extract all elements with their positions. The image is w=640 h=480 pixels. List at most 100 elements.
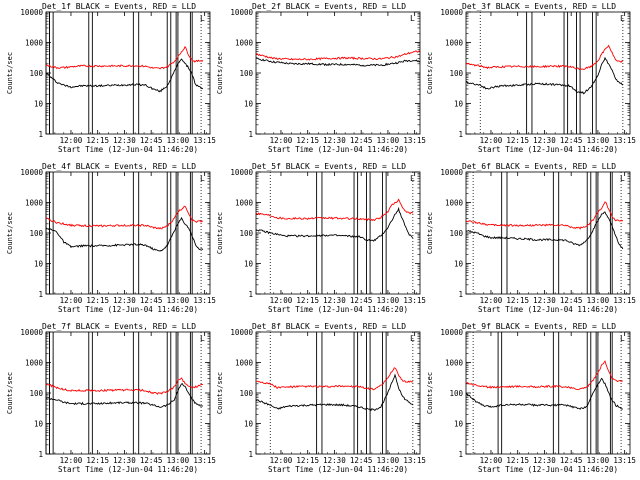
x-tick-label: 12:45 (560, 296, 583, 305)
y-tick-label: 1 (248, 130, 253, 139)
y-tick-label: 1 (38, 290, 43, 299)
y-axis-label: Counts/sec (426, 52, 434, 94)
panel-title: Det_6f BLACK = Events, RED = LLD (462, 162, 616, 171)
detector-panel-7: Det_7f BLACK = Events, RED = LLD 1 10 100 10… (6, 322, 216, 474)
x-tick-label: 13:15 (193, 296, 216, 305)
x-tick-label: 12:30 (533, 296, 556, 305)
y-tick-label: 10 (34, 420, 44, 429)
detector-panel-5: Det_5f BLACK = Events, RED = LLD 1 10 100 10… (216, 162, 426, 314)
corner-annotation: L (620, 174, 625, 183)
x-tick-label: 13:00 (377, 296, 400, 305)
series-lld-line (45, 205, 204, 230)
detector-panel-9: Det_9f BLACK = Events, RED = LLD 1 10 100 10… (426, 322, 636, 474)
y-tick-label: 10000 (20, 328, 43, 337)
x-axis-label: Start Time (12-Jun-04 11:46:20) (58, 305, 198, 314)
y-tick-label: 1 (248, 450, 253, 459)
x-axis-label: Start Time (12-Jun-04 11:46:20) (268, 465, 408, 474)
series-lld-line (255, 198, 414, 222)
y-tick-label: 10000 (230, 168, 253, 177)
x-tick-label: 13:15 (403, 136, 426, 145)
y-tick-label: 100 (449, 69, 463, 78)
series-lld-line (466, 360, 623, 391)
series-events-line (45, 216, 204, 252)
y-tick-label: 100 (29, 229, 43, 238)
x-tick-label: 12:00 (60, 136, 83, 145)
series-events-line (465, 377, 623, 410)
y-axis-label: Counts/sec (426, 372, 434, 414)
series-events-line (45, 58, 204, 93)
y-tick-label: 1 (248, 290, 253, 299)
x-tick-label: 12:45 (140, 136, 163, 145)
y-tick-label: 100 (239, 69, 253, 78)
plot-frame (45, 11, 211, 135)
y-tick-label: 10000 (20, 8, 43, 17)
x-tick-label: 12:45 (140, 296, 163, 305)
y-tick-label: 1000 (445, 199, 464, 208)
x-tick-label: 12:15 (296, 296, 319, 305)
x-tick-label: 12:45 (350, 456, 373, 465)
x-tick-label: 13:15 (193, 456, 216, 465)
series-events-line (465, 211, 624, 250)
x-tick-label: 12:15 (86, 136, 109, 145)
panel-title: Det_2f BLACK = Events, RED = LLD (252, 2, 406, 11)
y-tick-label: 100 (239, 229, 253, 238)
plot-frame (465, 331, 631, 455)
y-tick-label: 10000 (440, 168, 463, 177)
x-axis-label: Start Time (12-Jun-04 11:46:20) (58, 145, 198, 154)
x-tick-label: 12:15 (506, 456, 529, 465)
x-tick-label: 13:00 (167, 296, 190, 305)
panel-title: Det_7f BLACK = Events, RED = LLD (42, 322, 196, 331)
x-tick-label: 13:15 (403, 456, 426, 465)
series-lld-line (45, 377, 203, 395)
series-lld-line (465, 201, 624, 230)
y-tick-label: 1000 (235, 39, 254, 48)
x-tick-label: 13:15 (613, 296, 636, 305)
corner-annotation: L (620, 334, 625, 343)
x-tick-label: 12:30 (323, 296, 346, 305)
y-tick-label: 100 (29, 69, 43, 78)
x-tick-label: 12:15 (296, 456, 319, 465)
x-axis-label: Start Time (12-Jun-04 11:46:20) (478, 465, 618, 474)
x-tick-label: 13:00 (587, 136, 610, 145)
corner-annotation: L (410, 334, 415, 343)
y-tick-label: 10 (34, 100, 44, 109)
x-tick-label: 13:00 (377, 456, 400, 465)
series-events-line (255, 373, 414, 412)
y-tick-label: 1000 (445, 359, 464, 368)
corner-annotation: L (620, 14, 625, 23)
panel-title: Det_8f BLACK = Events, RED = LLD (252, 322, 406, 331)
corner-annotation: L (200, 14, 205, 23)
x-tick-label: 13:00 (167, 136, 190, 145)
panel-title: Det_3f BLACK = Events, RED = LLD (462, 2, 616, 11)
y-tick-label: 10000 (20, 168, 43, 177)
x-axis-label: Start Time (12-Jun-04 11:46:20) (58, 465, 198, 474)
x-tick-label: 12:30 (323, 456, 346, 465)
x-tick-label: 13:00 (587, 456, 610, 465)
y-tick-label: 10 (454, 100, 464, 109)
x-tick-label: 12:15 (86, 296, 109, 305)
x-tick-label: 12:00 (480, 296, 503, 305)
y-axis-label: Counts/sec (6, 52, 14, 94)
series-events-line (45, 383, 204, 408)
y-tick-label: 10000 (230, 8, 253, 17)
detector-panel-3: Det_3f BLACK = Events, RED = LLD 1 10 100 10… (426, 2, 636, 154)
panel-title: Det_9f BLACK = Events, RED = LLD (462, 322, 616, 331)
x-tick-label: 12:30 (113, 456, 136, 465)
y-tick-label: 10 (34, 260, 44, 269)
x-tick-label: 12:45 (560, 456, 583, 465)
panel-title: Det_4f BLACK = Events, RED = LLD (42, 162, 196, 171)
plot-frame (465, 171, 631, 295)
series-events-line (255, 57, 421, 67)
y-tick-label: 100 (449, 229, 463, 238)
y-tick-label: 1000 (25, 359, 44, 368)
x-tick-label: 12:30 (533, 456, 556, 465)
y-tick-label: 1000 (25, 39, 44, 48)
x-tick-label: 12:45 (350, 296, 373, 305)
y-axis-label: Counts/sec (216, 212, 224, 254)
x-tick-label: 12:45 (140, 456, 163, 465)
x-tick-label: 12:30 (113, 136, 136, 145)
plot-frame (255, 331, 421, 455)
x-tick-label: 12:15 (86, 456, 109, 465)
corner-annotation: L (410, 14, 415, 23)
y-tick-label: 1 (458, 130, 463, 139)
